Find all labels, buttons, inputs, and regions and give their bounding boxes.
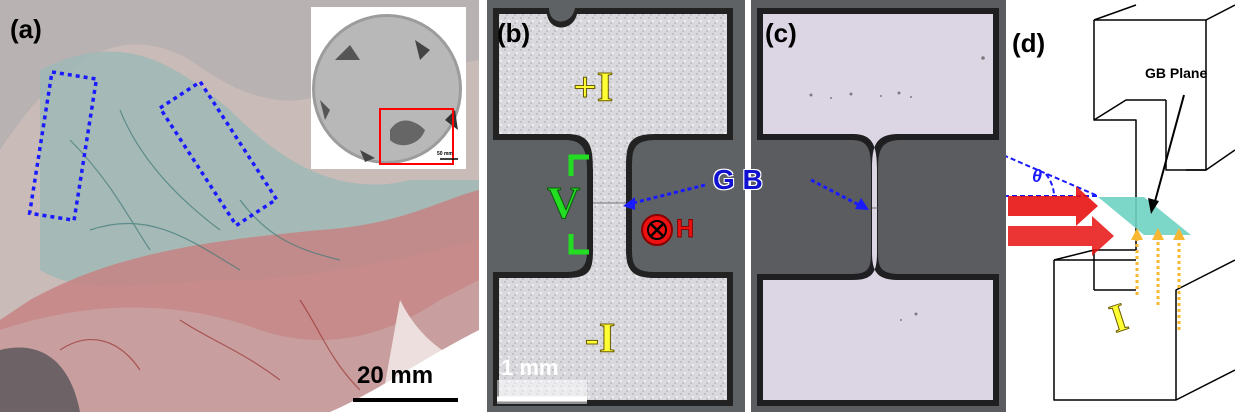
theta-indicator	[1006, 155, 1099, 197]
inset-highlight-box	[379, 108, 454, 165]
field-arrows	[1008, 186, 1114, 256]
panel-a-photo: (a) 20 mm 50 mm	[0, 0, 479, 412]
panel-c-photo: (c)	[751, 0, 1006, 412]
panel-b-photo: (b) +I -I V H 1 mm	[487, 0, 745, 412]
panel-d-schematic: (d) GB Plane θ I	[1006, 0, 1235, 412]
panel-label-b: (b)	[497, 18, 531, 48]
sample-c	[757, 8, 999, 406]
field-label: H	[675, 215, 695, 243]
inset-scale-label: 50 mm	[437, 151, 453, 157]
panel-label-c: (c)	[765, 18, 797, 48]
panel-label-d: (d)	[1012, 28, 1046, 58]
gb-plane	[1098, 197, 1191, 235]
light-arrows	[1131, 228, 1185, 330]
gb-arrow-b	[623, 183, 706, 210]
theta-label: θ	[1032, 166, 1043, 186]
gb-plane-label: GB Plane	[1145, 65, 1208, 81]
panel-label-a: (a)	[10, 14, 42, 44]
plus-current-label: +I	[572, 65, 614, 111]
voltage-label: V	[546, 177, 581, 228]
bicrystal-photo	[0, 0, 479, 412]
voltage-bracket	[568, 154, 589, 255]
dashed-box-right	[157, 79, 279, 228]
scale-bar-label-b: 1 mm	[501, 355, 559, 380]
sample-b	[493, 8, 733, 406]
scale-bar-label-a: 20 mm	[357, 362, 434, 389]
gb-arrow-c	[810, 178, 869, 210]
dashed-box-left	[27, 69, 99, 223]
inset-photo	[311, 7, 466, 169]
grain-boundary-label: G B	[713, 164, 763, 195]
field-symbol	[641, 214, 673, 246]
gb-plane-pointer	[1153, 94, 1185, 206]
schematic-d	[1006, 4, 1235, 401]
minus-current-label: -I	[584, 316, 616, 362]
